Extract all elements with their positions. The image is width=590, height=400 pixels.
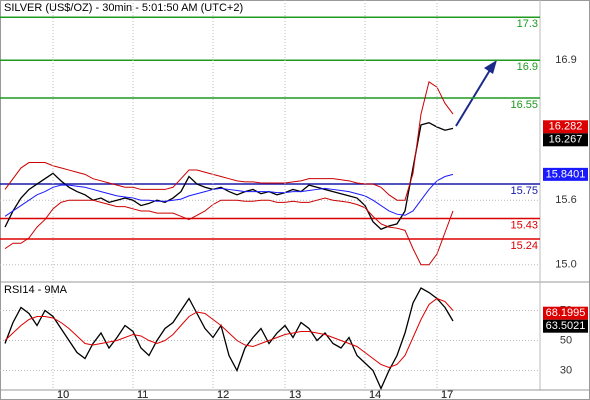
y-tick-label: 30 [560, 364, 572, 376]
x-tick-label: 10 [57, 389, 69, 400]
price-marker [543, 120, 588, 134]
series-line [4, 80, 454, 201]
x-tick-label: 14 [369, 389, 381, 400]
level-label: 16.9 [517, 61, 538, 73]
price-marker [543, 133, 588, 147]
series-line [4, 122, 454, 231]
x-tick-label: 10 [57, 389, 69, 400]
x-tick-label: 12 [217, 389, 229, 400]
price-marker [543, 319, 588, 333]
level-label: 16.55 [510, 99, 538, 111]
price-marker-label: 63.5021 [546, 320, 586, 332]
price-marker-label: 16.267 [549, 134, 583, 146]
rsi-title: RSI14 - 9MA [4, 284, 68, 296]
x-tick-label: 13 [289, 389, 301, 400]
series-line [4, 173, 454, 217]
price-marker [543, 306, 588, 320]
level-label: 15.75 [510, 185, 538, 197]
series-line [4, 197, 454, 266]
price-marker-label: 68.1995 [546, 307, 586, 319]
x-tick-label: 14 [369, 389, 381, 400]
x-tick-label: 17 [441, 389, 453, 400]
series-line [4, 297, 454, 369]
level-label: 15.24 [510, 240, 538, 252]
price-marker [543, 167, 588, 181]
level-label: 15.43 [510, 219, 538, 231]
x-tick-label: 17 [441, 389, 453, 400]
y-tick-label: 15.0 [555, 259, 576, 271]
y-tick-label: 16.9 [555, 54, 576, 66]
x-tick-label: 13 [289, 389, 301, 400]
y-tick-label: 15.6 [555, 194, 576, 206]
y-tick-label: 50 [560, 334, 572, 346]
series-line [4, 287, 454, 391]
price-marker-label: 16.282 [549, 121, 583, 133]
arrow-head [484, 60, 497, 74]
price-marker-label: 15.8401 [546, 168, 586, 180]
x-tick-label: 11 [137, 389, 148, 400]
level-label: 17.3 [517, 18, 538, 30]
x-tick-label: 12 [217, 389, 229, 400]
x-tick-label: 11 [137, 389, 148, 400]
price-title: SILVER (US$/OZ) - 30min - 5:01:50 AM (UT… [4, 2, 243, 14]
